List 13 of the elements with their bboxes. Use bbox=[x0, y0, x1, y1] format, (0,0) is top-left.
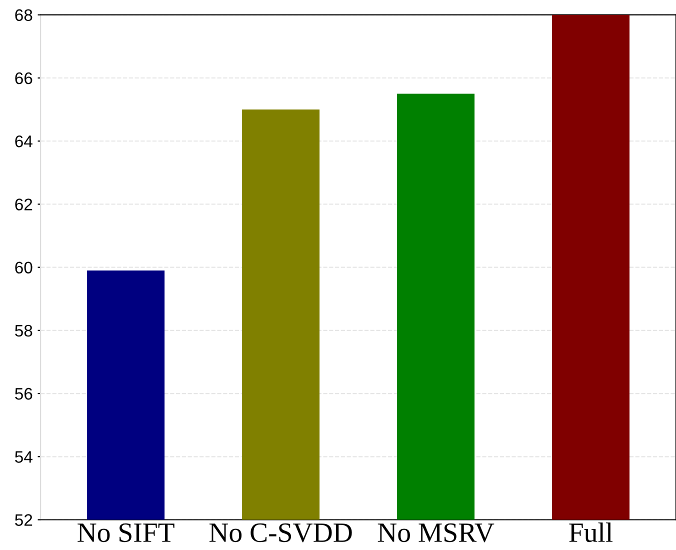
x-tick-label: No MSRV bbox=[378, 523, 494, 542]
y-tick-label: 52 bbox=[15, 514, 32, 526]
y-tick-label: 66 bbox=[15, 72, 32, 84]
y-tick-label: 68 bbox=[15, 9, 32, 22]
y-tick-label: 54 bbox=[15, 451, 32, 463]
x-tick-label: Full bbox=[569, 522, 613, 542]
y-tick-label: 62 bbox=[15, 198, 32, 210]
y-tick-label: 60 bbox=[15, 262, 32, 274]
x-tick-label: No C-SVDD bbox=[209, 523, 352, 542]
y-tick-label: 64 bbox=[15, 135, 32, 148]
y-tick-label: 58 bbox=[15, 324, 32, 337]
x-tick-label: No SIFT bbox=[78, 523, 174, 542]
y-tick-label: 56 bbox=[15, 388, 32, 400]
